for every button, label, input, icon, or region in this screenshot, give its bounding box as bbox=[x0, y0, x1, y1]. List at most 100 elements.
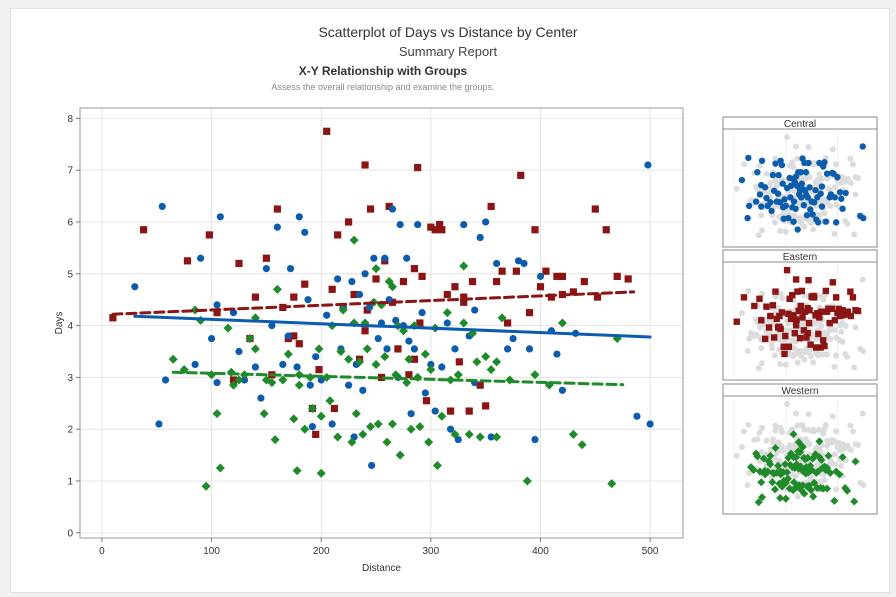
panel-point-eastern bbox=[791, 329, 799, 337]
data-point-western bbox=[333, 432, 343, 442]
data-point-central bbox=[334, 275, 342, 283]
panel-point-eastern bbox=[828, 305, 835, 313]
panel-background-point bbox=[767, 318, 774, 325]
panel-point-western bbox=[800, 489, 809, 498]
panel-background-point bbox=[769, 345, 776, 352]
data-point-western bbox=[406, 424, 416, 434]
data-point-western bbox=[270, 435, 280, 445]
data-point-eastern bbox=[580, 277, 588, 286]
panel-background-point bbox=[831, 327, 838, 334]
data-point-eastern bbox=[301, 280, 309, 288]
data-point-central bbox=[418, 309, 426, 317]
panel-background-point bbox=[782, 228, 789, 235]
panel-background-point bbox=[838, 328, 845, 335]
data-point-eastern bbox=[328, 285, 336, 293]
data-point-central bbox=[229, 309, 238, 317]
panel-point-western bbox=[757, 478, 766, 487]
data-point-western bbox=[497, 313, 507, 323]
data-point-central bbox=[279, 360, 287, 369]
y-tick-label: 0 bbox=[67, 528, 73, 539]
data-point-eastern bbox=[443, 290, 451, 299]
panel-point-central bbox=[744, 214, 751, 222]
panel-point-eastern bbox=[781, 350, 788, 358]
panel-point-central bbox=[767, 199, 774, 206]
panel-point-central bbox=[811, 199, 818, 206]
data-point-eastern bbox=[476, 381, 484, 389]
data-point-central bbox=[197, 254, 205, 262]
panel-point-eastern bbox=[832, 294, 840, 301]
panel-background-point bbox=[816, 292, 823, 299]
panel-point-central bbox=[831, 194, 839, 201]
panel-background-point bbox=[801, 292, 808, 299]
x-tick-label: 400 bbox=[532, 546, 549, 557]
panel-background-point bbox=[849, 428, 856, 435]
panel-background-point bbox=[769, 436, 776, 443]
group-panels: Central Eastern Western bbox=[722, 116, 878, 515]
panel-point-western bbox=[798, 443, 807, 452]
panel-point-central bbox=[752, 198, 760, 205]
panel-background-point bbox=[821, 210, 828, 217]
panel-point-central bbox=[806, 184, 813, 191]
panel-background-point bbox=[771, 352, 778, 359]
data-point-central bbox=[646, 420, 654, 428]
data-point-western bbox=[472, 357, 482, 367]
panel-point-central bbox=[785, 214, 792, 222]
panel-background-point bbox=[740, 428, 747, 435]
data-point-central bbox=[365, 303, 374, 312]
panel-background-point bbox=[746, 335, 753, 342]
panel-point-central bbox=[839, 205, 846, 212]
panel-background-point bbox=[792, 472, 799, 479]
data-point-western bbox=[215, 463, 225, 473]
data-point-central bbox=[493, 259, 501, 268]
panel-background-point bbox=[772, 155, 779, 162]
panel-point-eastern bbox=[820, 337, 827, 344]
data-point-eastern bbox=[427, 223, 435, 231]
data-point-eastern bbox=[235, 259, 243, 268]
data-point-central bbox=[553, 350, 561, 358]
panel-background-point bbox=[818, 323, 825, 330]
panel-background-point bbox=[827, 335, 834, 342]
fit-line-western bbox=[171, 370, 625, 387]
panel-background-point bbox=[852, 324, 859, 331]
panel-background-point bbox=[816, 446, 823, 453]
group-panel-eastern: Eastern bbox=[722, 249, 878, 381]
panel-background-point bbox=[738, 444, 745, 451]
data-point-eastern bbox=[410, 265, 418, 273]
y-tick-label: 4 bbox=[67, 321, 73, 332]
data-point-eastern bbox=[251, 293, 260, 301]
panel-point-eastern bbox=[798, 287, 806, 295]
panel-background-point bbox=[763, 170, 770, 177]
panel-background-point bbox=[745, 421, 752, 428]
data-point-eastern bbox=[613, 272, 621, 280]
panel-point-eastern bbox=[782, 332, 789, 340]
data-point-central bbox=[405, 337, 413, 345]
data-point-central bbox=[644, 161, 652, 169]
data-point-eastern bbox=[431, 226, 439, 234]
panel-point-eastern bbox=[797, 302, 804, 310]
data-point-western bbox=[228, 380, 238, 390]
panel-point-eastern bbox=[805, 319, 813, 327]
data-point-eastern bbox=[536, 283, 545, 291]
panel-point-central bbox=[818, 183, 826, 190]
data-point-eastern bbox=[455, 358, 463, 366]
data-point-eastern bbox=[295, 340, 303, 348]
panel-background-point bbox=[740, 161, 747, 168]
panel-background-point bbox=[807, 475, 814, 482]
data-point-central bbox=[207, 334, 216, 343]
panel-background-point bbox=[793, 410, 800, 417]
panel-point-western bbox=[826, 468, 835, 477]
x-tick-label: 0 bbox=[99, 546, 105, 557]
data-point-western bbox=[355, 357, 365, 367]
panel-background-point bbox=[847, 446, 854, 453]
panel-point-western bbox=[781, 460, 790, 469]
data-point-central bbox=[213, 378, 221, 387]
panel-background-point bbox=[859, 276, 866, 283]
panel-background-point bbox=[767, 446, 774, 453]
panel-point-eastern bbox=[733, 318, 740, 325]
data-point-eastern bbox=[315, 366, 323, 374]
panel-point-eastern bbox=[769, 302, 777, 309]
data-point-western bbox=[387, 282, 397, 292]
panel-background-point bbox=[833, 428, 840, 435]
data-point-eastern bbox=[109, 314, 117, 322]
data-point-central bbox=[520, 259, 528, 268]
